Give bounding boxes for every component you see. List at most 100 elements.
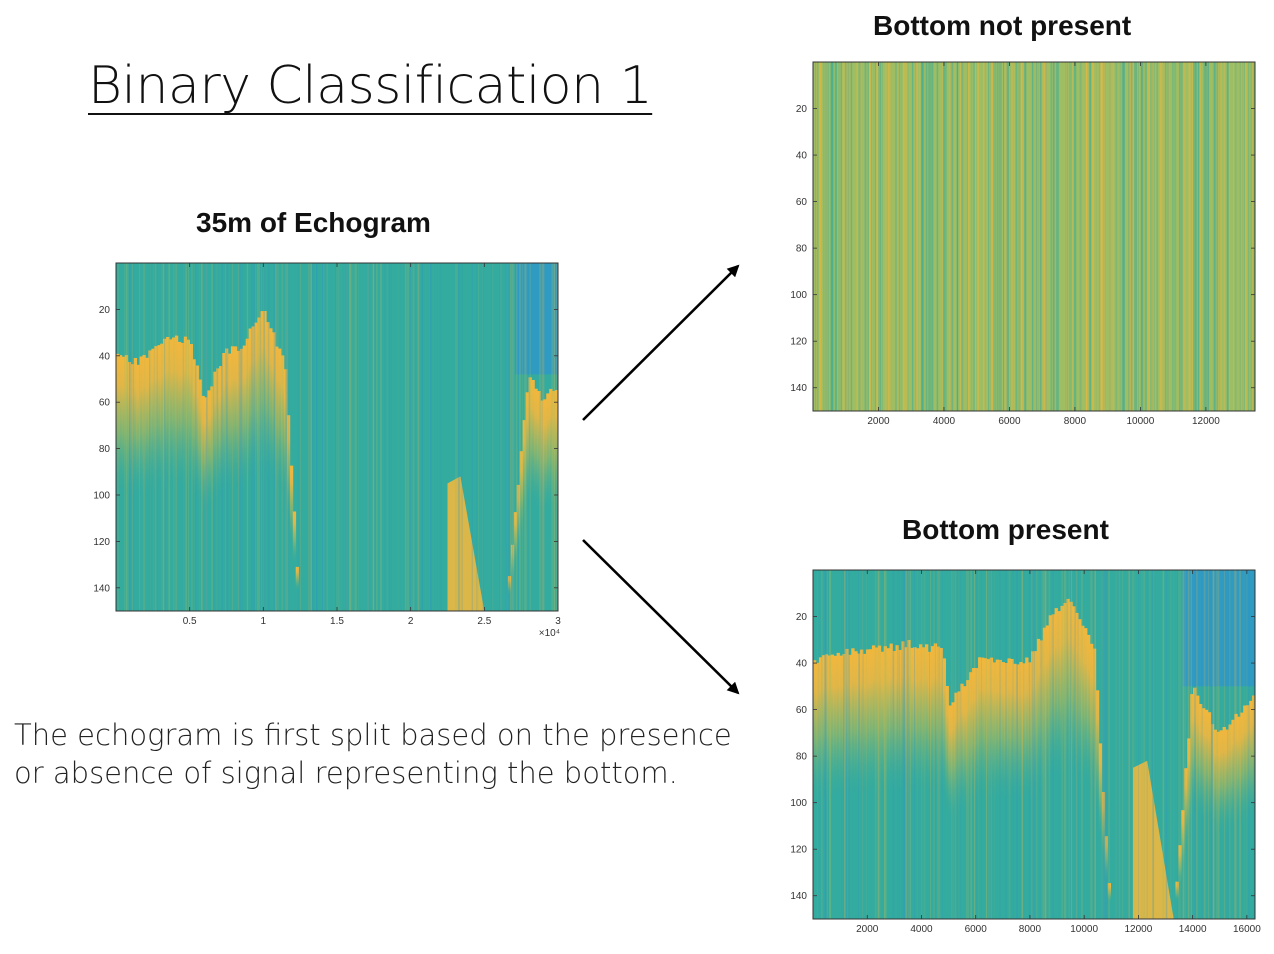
noise-stripe bbox=[842, 62, 845, 411]
noise-stripe bbox=[994, 570, 996, 919]
noise-stripe bbox=[508, 263, 511, 611]
bottom-signal-column bbox=[1181, 810, 1185, 919]
noise-stripe bbox=[937, 62, 939, 411]
noise-stripe bbox=[922, 62, 924, 411]
noise-stripe bbox=[845, 570, 848, 919]
noise-stripe bbox=[456, 263, 458, 611]
bottom-signal-column bbox=[204, 397, 208, 611]
bottom-signal-column bbox=[1066, 598, 1070, 919]
noise-stripe bbox=[933, 570, 935, 919]
noise-stripe bbox=[1036, 62, 1040, 411]
noise-stripe bbox=[1188, 570, 1190, 919]
noise-stripe bbox=[943, 62, 946, 411]
x-tick-label: 12000 bbox=[1192, 416, 1220, 427]
noise-stripe bbox=[950, 62, 952, 411]
noise-stripe bbox=[960, 62, 962, 411]
noise-stripe bbox=[1211, 570, 1213, 919]
bottom-signal-column bbox=[284, 369, 288, 611]
bottom-signal-column bbox=[172, 337, 176, 611]
noise-stripe bbox=[981, 570, 982, 919]
noise-stripe bbox=[1035, 62, 1038, 411]
noise-stripe bbox=[1215, 62, 1217, 411]
noise-stripe bbox=[817, 570, 818, 919]
noise-stripe bbox=[877, 570, 879, 919]
noise-stripe bbox=[1212, 570, 1215, 919]
bottom-signal-column bbox=[995, 659, 999, 919]
noise-stripe bbox=[539, 263, 542, 611]
noise-stripe bbox=[864, 62, 866, 411]
noise-stripe bbox=[1206, 62, 1209, 411]
noise-stripe bbox=[316, 263, 318, 611]
noise-stripe bbox=[1195, 62, 1198, 411]
noise-stripe bbox=[1191, 62, 1194, 411]
noise-stripe bbox=[1064, 570, 1067, 919]
noise-stripe bbox=[357, 263, 360, 611]
noise-stripe bbox=[1066, 570, 1068, 919]
noise-stripe bbox=[1073, 62, 1076, 411]
noise-stripe bbox=[961, 62, 964, 411]
noise-stripe bbox=[1102, 570, 1103, 919]
noise-stripe bbox=[858, 570, 860, 919]
noise-stripe bbox=[525, 263, 527, 611]
noise-stripe bbox=[844, 62, 845, 411]
bottom-signal-column bbox=[815, 662, 820, 919]
noise-stripe bbox=[1200, 62, 1201, 411]
bottom-signal-column bbox=[177, 341, 182, 611]
bottom-signal-column bbox=[1063, 603, 1067, 919]
noise-stripe bbox=[164, 263, 165, 611]
noise-stripe bbox=[408, 263, 410, 611]
noise-stripe bbox=[346, 263, 348, 611]
x-tick-label: 0.5 bbox=[183, 616, 197, 627]
noise-stripe bbox=[1153, 570, 1155, 919]
noise-stripe bbox=[1241, 62, 1243, 411]
noise-stripe bbox=[1045, 62, 1047, 411]
bottom-signal-column bbox=[895, 645, 899, 919]
noise-stripe bbox=[966, 62, 968, 411]
noise-stripe bbox=[1021, 62, 1024, 411]
noise-stripe bbox=[263, 263, 265, 611]
noise-stripe bbox=[1069, 62, 1071, 411]
noise-stripe bbox=[500, 263, 501, 611]
bottom-signal-column bbox=[957, 691, 961, 919]
noise-stripe bbox=[211, 263, 213, 611]
noise-stripe bbox=[1106, 570, 1108, 919]
noise-stripe bbox=[848, 570, 850, 919]
y-tick-label: 40 bbox=[99, 351, 111, 362]
noise-stripe bbox=[860, 62, 862, 411]
noise-stripe bbox=[943, 62, 945, 411]
x-tick-label: 16000 bbox=[1233, 924, 1261, 935]
noise-stripe bbox=[1097, 62, 1099, 411]
noise-stripe bbox=[1036, 62, 1038, 411]
x-tick-label: 6000 bbox=[998, 416, 1021, 427]
bottom-signal-column bbox=[981, 657, 985, 919]
bottom-signal-column bbox=[1184, 768, 1188, 919]
bottom-signal-column bbox=[880, 651, 885, 919]
noise-stripe bbox=[961, 62, 963, 411]
bottom-signal-column bbox=[1045, 625, 1050, 919]
bottom-signal-column bbox=[174, 335, 179, 611]
bottom-signal-column bbox=[281, 355, 285, 611]
noise-stripe bbox=[953, 570, 954, 919]
noise-stripe bbox=[951, 570, 953, 919]
bottom-signal-column bbox=[1101, 792, 1106, 919]
noise-stripe bbox=[1058, 570, 1060, 919]
bottom-signal-column bbox=[904, 647, 908, 919]
y-tick-label: 120 bbox=[790, 845, 807, 856]
noise-stripe bbox=[241, 263, 242, 611]
noise-stripe bbox=[926, 62, 928, 411]
noise-stripe bbox=[897, 62, 899, 411]
noise-stripe bbox=[1219, 62, 1222, 411]
bottom-signal-column bbox=[295, 566, 299, 611]
noise-stripe bbox=[926, 62, 927, 411]
noise-stripe bbox=[1203, 570, 1206, 919]
noise-stripe bbox=[1115, 570, 1117, 919]
noise-stripe bbox=[512, 263, 514, 611]
bottom-signal-column bbox=[1210, 724, 1215, 919]
noise-stripe bbox=[1199, 62, 1201, 411]
noise-stripe bbox=[126, 263, 128, 611]
bottom-signal-column bbox=[207, 390, 211, 611]
noise-stripe bbox=[1167, 62, 1170, 411]
noise-stripe bbox=[1094, 570, 1095, 919]
noise-stripe bbox=[168, 263, 170, 611]
noise-stripe bbox=[934, 570, 936, 919]
